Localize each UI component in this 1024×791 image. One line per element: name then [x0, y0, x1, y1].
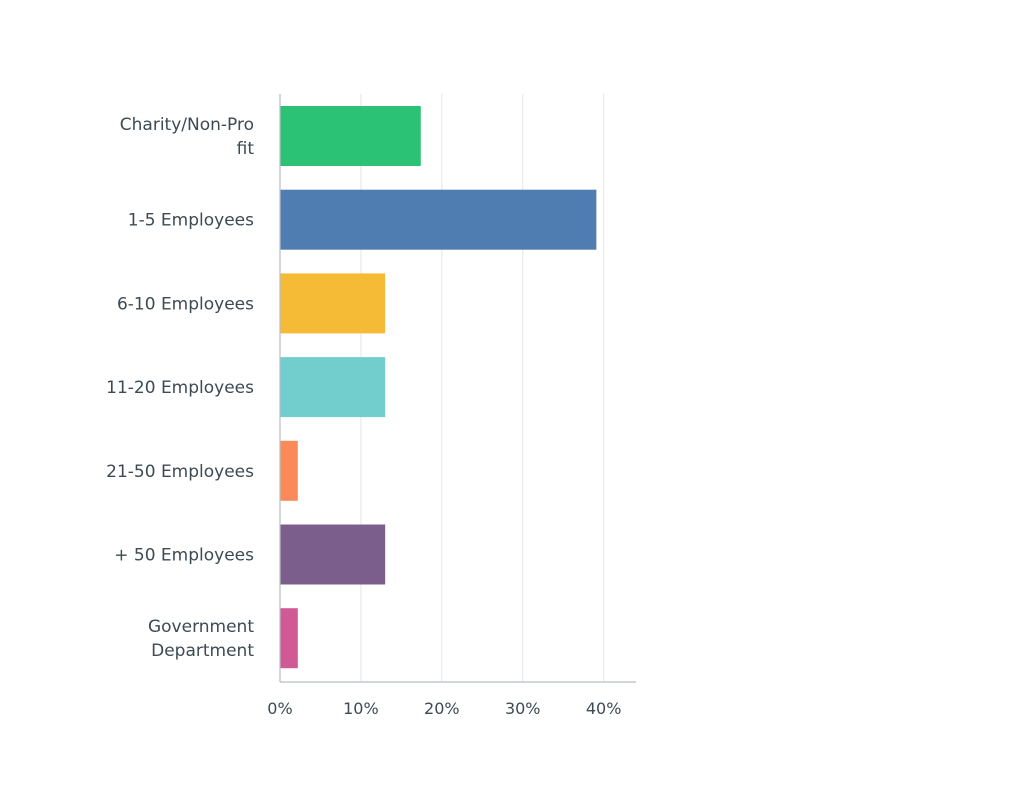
x-tick-label-40: 40%: [586, 699, 622, 718]
category-label-2-line-1: 1-5 Employees: [128, 211, 254, 231]
category-label-1: Charity/Non-Pro fit: [120, 115, 255, 159]
category-label-5: 21-50 Employees: [106, 462, 254, 482]
category-label-7: Government Department: [148, 617, 254, 661]
x-tick-label-10: 10%: [343, 699, 379, 718]
bar-7: [280, 608, 298, 669]
category-label-6-line-1: + 50 Employees: [114, 546, 254, 566]
bar-3: [280, 273, 386, 334]
category-label-7-line-2: Department: [151, 641, 254, 661]
category-label-4: 11-20 Employees: [106, 378, 254, 398]
category-label-1-line-1: Charity/Non-Pro: [120, 115, 254, 135]
category-label-2: 1-5 Employees: [128, 211, 254, 231]
x-tick-label-0: 0%: [267, 699, 292, 718]
category-labels: Charity/Non-Pro fit 1-5 Employees 6-10 Empl…: [106, 115, 254, 661]
bar-4: [280, 357, 386, 418]
axes: [279, 94, 636, 683]
bar-1: [280, 106, 421, 166]
category-label-3: 6-10 Employees: [117, 294, 254, 314]
grid-lines: [360, 94, 605, 682]
bars: [280, 106, 597, 669]
x-tick-label-30: 30%: [505, 699, 541, 718]
category-label-7-line-1: Government: [148, 617, 254, 637]
category-label-4-line-1: 11-20 Employees: [106, 378, 254, 398]
x-tick-label-20: 20%: [424, 699, 460, 718]
category-label-3-line-1: 6-10 Employees: [117, 294, 254, 314]
bar-2: [280, 189, 597, 250]
bar-6: [280, 524, 386, 585]
bar-5: [280, 440, 298, 501]
category-label-6: + 50 Employees: [114, 546, 254, 566]
category-label-1-line-2: fit: [237, 139, 255, 159]
x-tick-labels: 0% 10% 20% 30% 40%: [267, 699, 621, 718]
category-label-5-line-1: 21-50 Employees: [106, 462, 254, 482]
